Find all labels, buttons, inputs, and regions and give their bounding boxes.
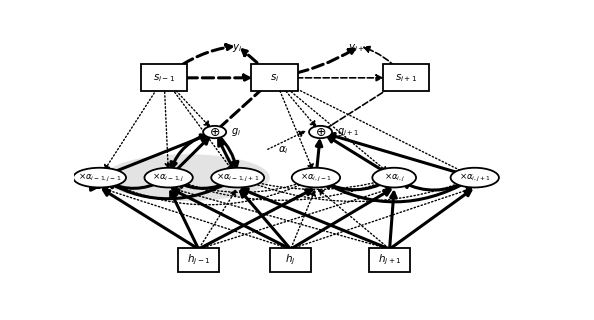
Ellipse shape (292, 168, 340, 188)
Text: $\times\alpha_{i,j+1}$: $\times\alpha_{i,j+1}$ (459, 172, 491, 184)
Text: $\times\alpha_{i,j-1}$: $\times\alpha_{i,j-1}$ (300, 172, 332, 184)
Ellipse shape (211, 168, 264, 188)
Circle shape (309, 126, 332, 138)
FancyBboxPatch shape (270, 248, 311, 273)
Text: $\times\alpha_{i,j}$: $\times\alpha_{i,j}$ (384, 172, 405, 184)
Text: $s_{i-1}$: $s_{i-1}$ (153, 72, 175, 84)
Ellipse shape (73, 168, 126, 188)
Text: $h_{j-1}$: $h_{j-1}$ (187, 253, 210, 268)
Text: $\oplus$: $\oplus$ (315, 125, 326, 139)
Text: $g_{i+1}$: $g_{i+1}$ (337, 126, 359, 138)
Text: $s_i$: $s_i$ (270, 72, 279, 84)
FancyBboxPatch shape (141, 64, 187, 92)
Text: $y_i$: $y_i$ (232, 42, 243, 54)
FancyBboxPatch shape (251, 64, 298, 92)
Text: $y_{i+1}$: $y_{i+1}$ (348, 42, 371, 54)
Text: $g_i$: $g_i$ (230, 126, 241, 138)
FancyBboxPatch shape (369, 248, 410, 273)
Text: $\times\alpha_{i-1,j}$: $\times\alpha_{i-1,j}$ (152, 172, 185, 184)
Circle shape (203, 126, 226, 138)
Text: $\times\alpha_{i-1,j+1}$: $\times\alpha_{i-1,j+1}$ (216, 172, 260, 184)
Ellipse shape (451, 168, 499, 188)
Text: $s_{i+1}$: $s_{i+1}$ (394, 72, 417, 84)
FancyBboxPatch shape (383, 64, 429, 92)
Ellipse shape (104, 154, 270, 201)
Text: $\times\alpha_{i-1,j-1}$: $\times\alpha_{i-1,j-1}$ (78, 172, 121, 184)
Ellipse shape (372, 168, 416, 188)
Ellipse shape (144, 168, 193, 188)
FancyBboxPatch shape (178, 248, 219, 273)
Text: $h_j$: $h_j$ (285, 253, 296, 268)
Text: $\oplus$: $\oplus$ (209, 125, 220, 139)
Text: $\alpha_i$: $\alpha_i$ (279, 145, 289, 156)
Text: $h_{j+1}$: $h_{j+1}$ (378, 253, 402, 268)
